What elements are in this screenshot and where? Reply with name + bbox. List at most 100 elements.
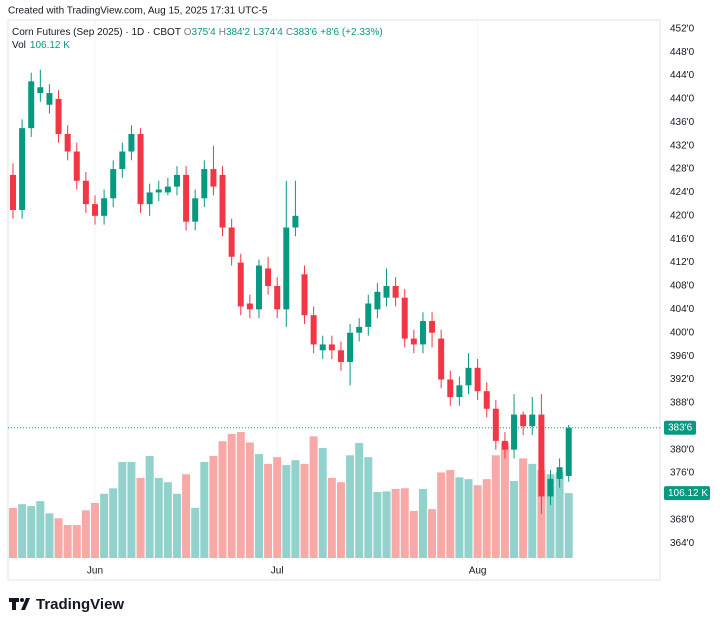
volume-bar <box>273 457 282 558</box>
candle-body <box>356 326 363 333</box>
candle-body <box>183 174 190 222</box>
volume-bar <box>428 509 437 558</box>
volume-bar <box>45 513 54 558</box>
candle-body <box>110 169 117 199</box>
candle-body <box>164 186 171 193</box>
labels: 364'0368'0372'0376'0380'0384'0388'0392'0… <box>87 23 710 577</box>
brand: TradingView <box>36 596 124 613</box>
volume-tag <box>664 486 710 501</box>
y-tick-label: 428'0 <box>670 164 695 175</box>
volume-bar <box>136 477 145 558</box>
candle-body <box>565 427 572 476</box>
volume-bar <box>9 507 17 558</box>
candle-body <box>529 414 536 427</box>
change: +8'6 (+2.33%) <box>320 27 383 38</box>
volume-bar <box>36 501 45 558</box>
volume-bar <box>172 493 181 558</box>
candle-body <box>137 133 144 205</box>
vol: Vol <box>12 40 26 51</box>
candle-body <box>173 174 180 187</box>
volume-bar <box>227 433 236 558</box>
volume-bar <box>510 480 519 558</box>
volume-bar <box>163 482 172 558</box>
volume-bar <box>72 524 81 558</box>
volume-bar <box>546 474 555 558</box>
candle-body <box>328 344 335 351</box>
volume-bar <box>282 465 291 558</box>
candle-body <box>155 189 162 193</box>
candle-body <box>55 98 62 134</box>
y-tick-label: 416'0 <box>670 234 695 245</box>
candle-body <box>101 198 108 216</box>
candle-body <box>119 151 126 170</box>
y-tick-label: 404'0 <box>670 304 695 315</box>
candle-body <box>319 344 326 351</box>
volume-bar <box>154 477 163 558</box>
y-tick-label: 440'0 <box>670 94 695 105</box>
volume-bar <box>437 472 446 558</box>
y-tick-label: 368'0 <box>670 514 695 525</box>
y-tick-label: 444'0 <box>670 70 695 81</box>
candle-body <box>556 467 563 479</box>
volume-bar <box>382 491 391 558</box>
y-tick-label: 448'0 <box>670 47 695 58</box>
volume-bar <box>364 457 373 558</box>
volume-bar <box>100 493 109 558</box>
candle-body <box>201 169 208 199</box>
candle-body <box>374 291 381 310</box>
volume-bar <box>300 463 309 558</box>
candle-body <box>337 350 344 362</box>
volume-bar <box>455 477 464 558</box>
last-price-tag <box>664 420 696 435</box>
candle-body <box>347 332 354 362</box>
volume-bar <box>355 443 364 558</box>
logo-dot <box>20 598 24 602</box>
volume-bar <box>409 510 418 558</box>
x-tick-label: Jun <box>87 566 103 577</box>
candle-body <box>474 367 481 392</box>
logo-mark <box>9 598 30 610</box>
y-tick-label: 424'0 <box>670 187 695 198</box>
volume-bar <box>291 460 300 558</box>
volume-bar <box>309 436 318 558</box>
volume-bar <box>27 506 36 558</box>
y-tick-label: 412'0 <box>670 257 695 268</box>
volume-bar <box>109 488 118 558</box>
x-tick-label: Aug <box>469 566 487 577</box>
y-tick-label: 408'0 <box>670 281 695 292</box>
volume-bar <box>446 469 455 558</box>
volume-bar <box>491 455 500 558</box>
candle-body <box>228 227 235 257</box>
volume-bar <box>555 472 564 558</box>
candle-body <box>210 169 217 187</box>
volume-bar <box>391 488 400 558</box>
volume-bar <box>191 507 200 558</box>
candle-body <box>192 198 199 222</box>
candle-body <box>483 391 490 409</box>
volume-bar <box>418 488 427 558</box>
l: L <box>253 27 259 38</box>
c: C <box>286 27 293 38</box>
volume-bar <box>264 463 273 558</box>
candle-body <box>28 81 35 129</box>
candle-body <box>73 151 80 181</box>
volume-bar <box>200 462 209 558</box>
candle-body <box>392 285 399 298</box>
candle-body <box>146 192 153 205</box>
low: 374'4 <box>259 27 284 38</box>
volume-bar <box>18 504 27 558</box>
candle-body <box>383 285 390 298</box>
o: O <box>184 27 192 38</box>
logo: TradingView <box>9 596 124 613</box>
high: 384'2 <box>226 27 251 38</box>
volume-bar <box>537 469 546 558</box>
candle-body <box>438 338 445 380</box>
y-tick-label: 400'0 <box>670 327 695 338</box>
candle-body <box>547 478 554 497</box>
volume-bar <box>209 455 218 558</box>
candle-body <box>10 174 16 210</box>
y-tick-label: 364'0 <box>670 538 695 549</box>
candle-body <box>64 133 71 152</box>
candle-body <box>520 414 527 427</box>
